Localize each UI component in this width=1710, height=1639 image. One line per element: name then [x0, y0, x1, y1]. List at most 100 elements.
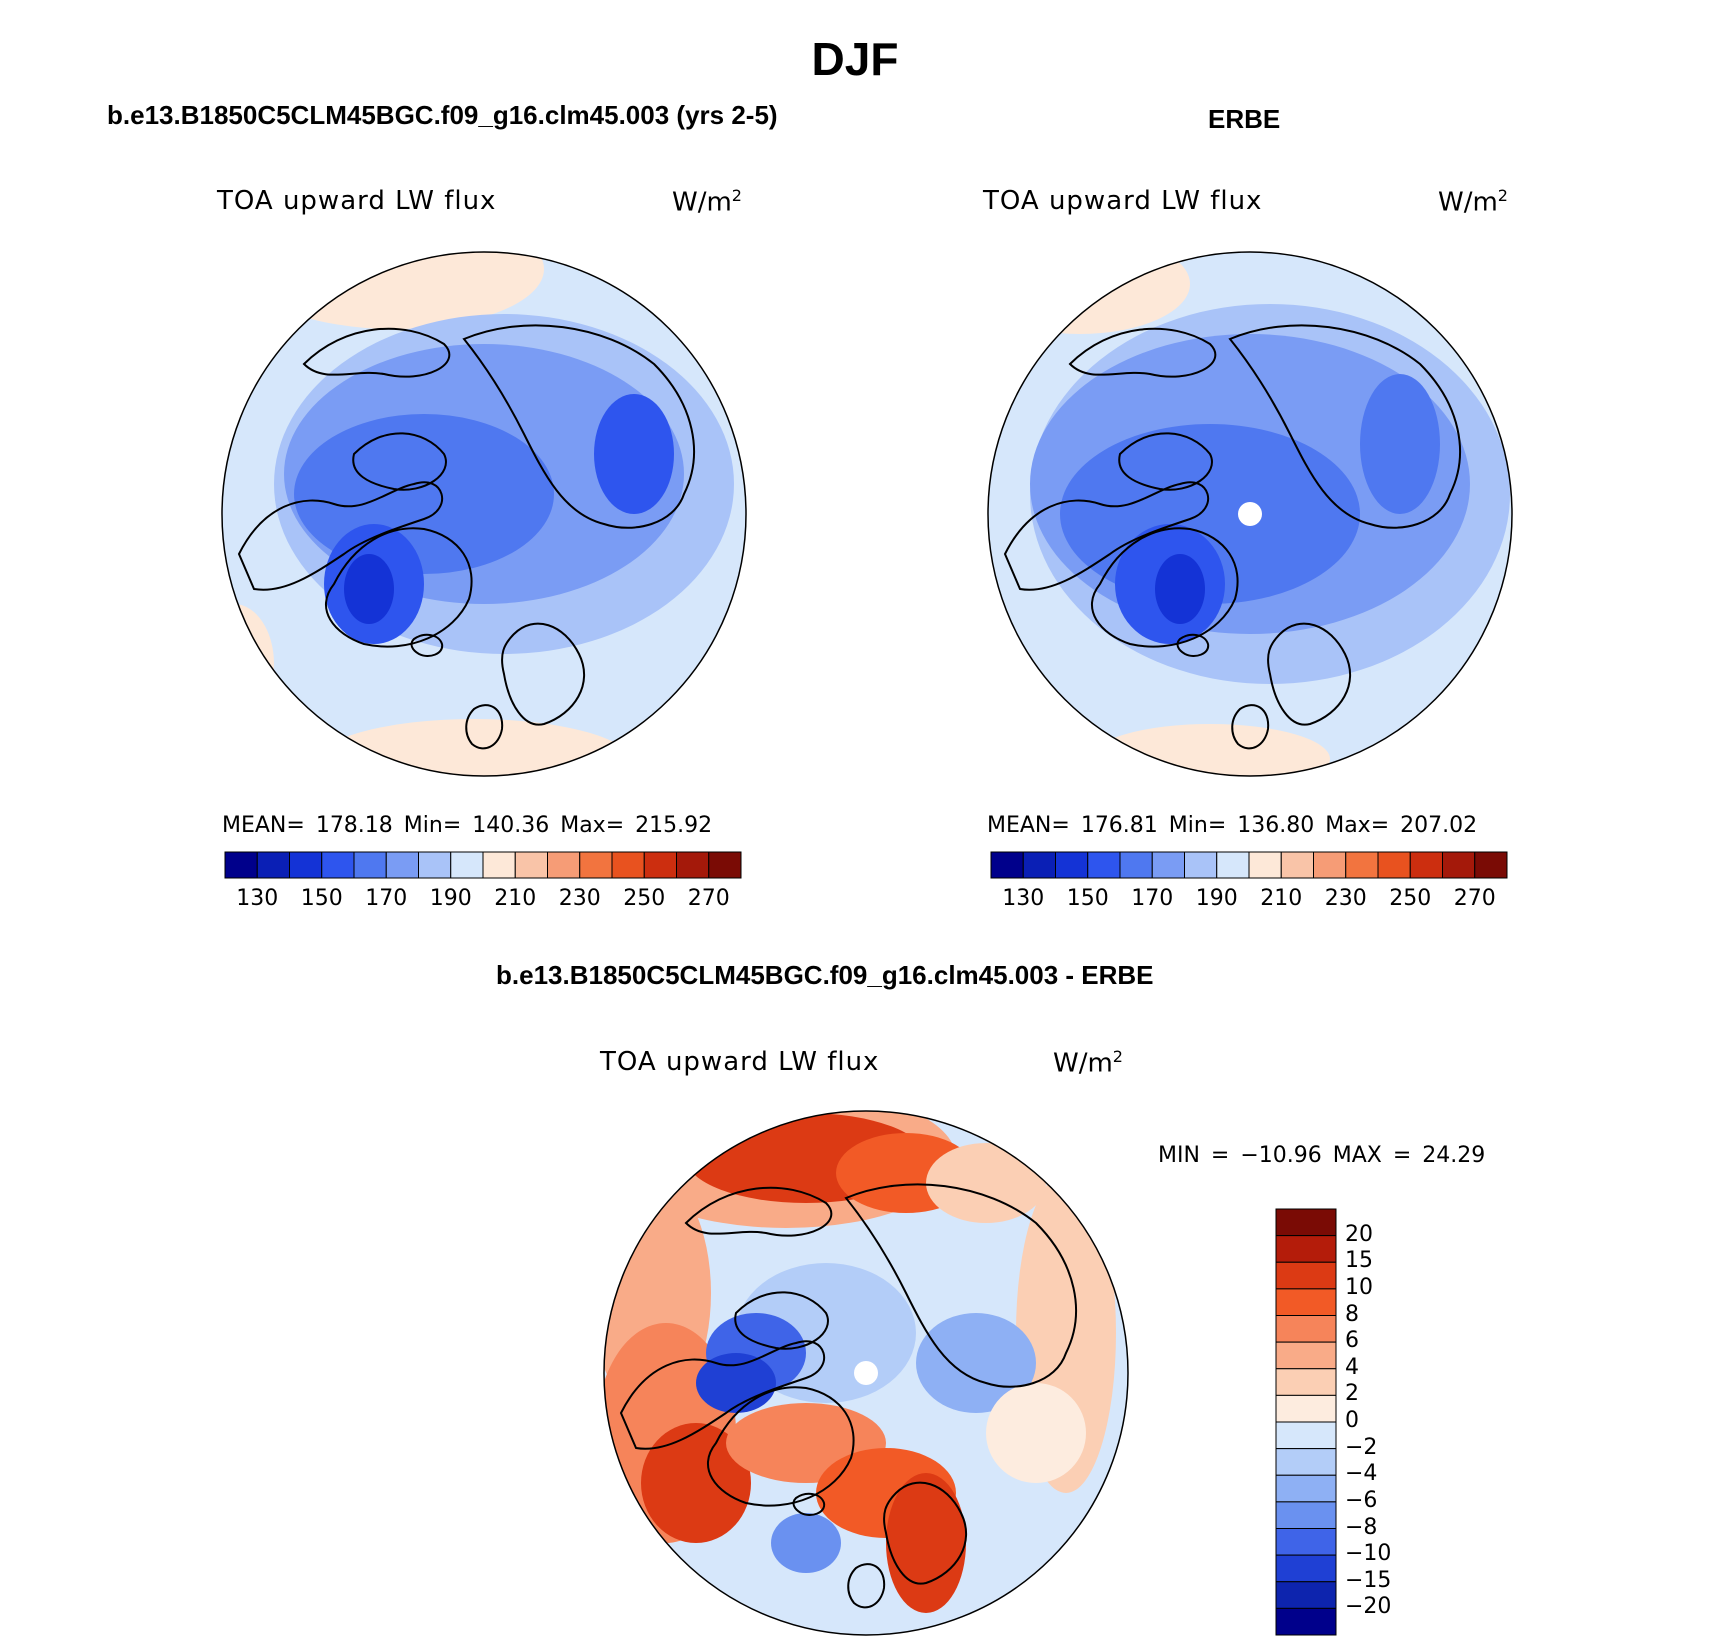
colorbar-box — [579, 851, 613, 879]
colorbar-tick-label: 15 — [1345, 1248, 1373, 1274]
colorbar-box — [1377, 851, 1411, 879]
units-text: W/m — [1438, 187, 1498, 218]
polar-map-model — [221, 251, 747, 777]
stats-obs: MEAN= 176.81 Min= 136.80 Max= 207.02 — [987, 813, 1478, 838]
field-contour — [886, 1473, 966, 1613]
coastline-scandinavia — [883, 1481, 967, 1585]
colorbar-box — [1275, 1581, 1337, 1609]
coastline-alaska — [302, 327, 451, 378]
colorbar-box — [708, 851, 742, 879]
field-contour — [314, 719, 634, 776]
colorbar-tick-label: 4 — [1345, 1354, 1359, 1380]
colorbar-tick-label: 150 — [1066, 886, 1109, 911]
colorbar-tick-label: 270 — [687, 886, 730, 911]
colorbar-box — [1275, 1607, 1337, 1636]
colorbar-tick-label: 250 — [623, 886, 666, 911]
variable-label-model: TOA upward LW flux — [217, 186, 497, 216]
colorbar-box — [1345, 851, 1379, 879]
colorbar-tick-label: 230 — [1324, 886, 1367, 911]
coastline-arctic_isl — [1118, 432, 1213, 491]
coastline-scandinavia — [1267, 622, 1351, 726]
field-contour — [986, 1383, 1086, 1483]
panel-title-diff: b.e13.B1850C5CLM45BGC.f09_g16.clm45.003 … — [496, 960, 1154, 990]
field-contour — [244, 252, 544, 329]
units-superscript: 2 — [1497, 186, 1508, 205]
field-contour — [1155, 554, 1205, 624]
colorbar-tick-label: 150 — [300, 886, 343, 911]
colorbar-tick-label: 10 — [1345, 1274, 1373, 1300]
field-contour — [641, 1423, 751, 1543]
coastline-siberia — [844, 1183, 1077, 1388]
coastline-greenland — [324, 527, 473, 648]
colorbar-box — [1275, 1421, 1337, 1450]
coastline-iceland — [410, 633, 444, 657]
colorbar-box — [1151, 851, 1185, 879]
field-contour — [926, 1143, 1046, 1223]
coastline-alaska — [1068, 327, 1217, 378]
variable-label-diff: TOA upward LW flux — [600, 1047, 880, 1077]
units-text: W/m — [672, 187, 732, 218]
coastlines — [619, 1183, 1077, 1609]
field-contour — [222, 604, 274, 724]
coastline-scandinavia — [501, 622, 585, 726]
field-contour — [1360, 374, 1440, 514]
colorbar-box — [1275, 1235, 1337, 1263]
colorbar-tick-label: 130 — [1002, 886, 1045, 911]
colorbar-box — [1409, 851, 1443, 879]
coastline-canada — [619, 1340, 826, 1450]
colorbar-box — [676, 851, 710, 879]
page-title: DJF — [811, 33, 899, 85]
field-contour — [1090, 724, 1330, 776]
colorbar-box — [418, 851, 452, 879]
colorbar-tick-label: 20 — [1345, 1221, 1373, 1247]
colorbar-tick-label: 250 — [1389, 886, 1432, 911]
polar-map-diff — [603, 1110, 1129, 1636]
colorbar-tick-label: 230 — [558, 886, 601, 911]
colorbar-tick-label: 270 — [1453, 886, 1496, 911]
colorbar-box — [1275, 1448, 1337, 1476]
colorbar-tick-label: 170 — [1131, 886, 1174, 911]
polar-map-obs — [987, 251, 1513, 777]
field-contour — [344, 554, 394, 624]
colorbar-box — [321, 851, 355, 879]
colorbar-box — [1275, 1341, 1337, 1370]
colorbar-box — [1275, 1208, 1337, 1237]
colorbar-tick-label: 6 — [1345, 1328, 1359, 1354]
colorbar-tick-label: −15 — [1345, 1567, 1392, 1593]
map-boundary-circle — [221, 251, 747, 777]
coastline-iceland — [792, 1492, 826, 1516]
colorbar-tick-label: −4 — [1345, 1461, 1378, 1487]
colorbar-box — [450, 851, 484, 879]
units-label-obs: W/m2 — [1438, 186, 1508, 218]
colorbar-box — [643, 851, 677, 879]
field-contour — [594, 394, 674, 514]
colorbar-tick-label: 190 — [429, 886, 472, 911]
pole-missing-data — [1238, 502, 1262, 526]
colorbar-box — [1474, 851, 1508, 879]
colorbar-tick-label: 130 — [236, 886, 279, 911]
stats-model: MEAN= 178.18 Min= 140.36 Max= 215.92 — [222, 813, 713, 838]
field-contour — [916, 1313, 1036, 1413]
colorbar-box — [1275, 1501, 1337, 1529]
colorbar-box — [1275, 1528, 1337, 1556]
coastlines — [1003, 324, 1461, 750]
colorbar-box — [1275, 1288, 1337, 1316]
coastline-greenland — [1090, 527, 1239, 648]
coastline-arctic_isl — [734, 1291, 829, 1350]
field-contour — [696, 1353, 776, 1413]
colorbar-ticks-model: 130 150 170 190 210 230 250 270 — [225, 886, 741, 916]
units-superscript: 2 — [1112, 1047, 1123, 1066]
colorbar-tick-label: 210 — [1260, 886, 1303, 911]
colorbar-box — [385, 851, 419, 879]
colorbar-box — [1280, 851, 1314, 879]
coastlines — [237, 324, 695, 750]
colorbar-tick-label: −6 — [1345, 1487, 1378, 1513]
colorbar-tick-label: −2 — [1345, 1434, 1378, 1460]
colorbar-box — [1087, 851, 1121, 879]
colorbar-box — [1275, 1315, 1337, 1343]
colorbar-ticks-diff: 20 15 10 8 6 4 2 0 −2 −4 −6 −8 −10 −15 −20 — [1345, 1208, 1435, 1636]
colorbar-tick-label: 170 — [365, 886, 408, 911]
colorbar-box — [611, 851, 645, 879]
coastline-greenland — [706, 1386, 855, 1507]
units-label-diff: W/m2 — [1053, 1047, 1123, 1079]
